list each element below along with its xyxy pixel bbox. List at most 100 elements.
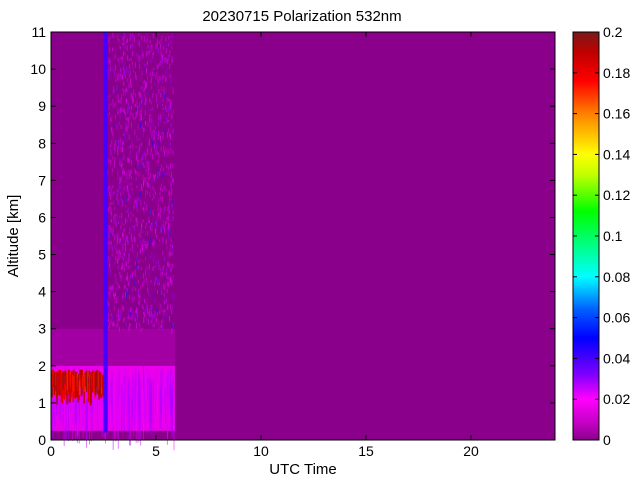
heatmap-cell [160,43,162,50]
heatmap-cell [109,287,111,291]
heatmap-cell [129,195,131,199]
x-axis-label: UTC Time [269,461,337,478]
heatmap-cell [111,66,113,72]
heatmap-cell [131,373,133,400]
heatmap-cell [152,93,154,99]
heatmap-cell [159,387,161,428]
heatmap-cell [166,67,168,72]
heatmap-cell [149,294,151,297]
heatmap-cell [172,163,174,168]
heatmap-cell [114,147,115,151]
heatmap-cell [135,75,137,81]
heatmap-cell [133,117,135,120]
heatmap-cell [162,250,164,256]
heatmap-cell [156,221,158,228]
heatmap-cell [114,149,116,154]
heatmap-cell [132,286,134,292]
x-tick-label: 5 [152,443,160,459]
heatmap-cell [156,160,158,163]
heatmap-cell [149,138,150,141]
heatmap-cell [171,171,172,177]
heatmap-cell [136,206,138,213]
heatmap-cell [128,252,130,256]
heatmap-cell [126,98,127,104]
heatmap-cell [119,215,121,218]
heatmap-cell [167,216,169,222]
heatmap-cell [149,50,151,53]
heatmap-cell [128,134,130,140]
heatmap-cell [112,232,114,236]
heatmap-cell [144,299,145,303]
heatmap-cell [115,277,117,282]
heatmap-cell [110,207,112,213]
heatmap-cell [108,208,110,213]
heatmap-cell [132,113,134,119]
heatmap-cell [150,173,152,178]
heatmap-cell [131,106,133,110]
heatmap-cell [139,92,141,97]
heatmap-region [51,328,175,366]
heatmap-cell [172,389,173,438]
heatmap-cell [114,54,116,60]
heatmap-cell [139,56,141,62]
heatmap-cell [108,60,110,63]
heatmap-cell [125,291,127,298]
heatmap-cell [121,266,123,270]
heatmap-cell [169,270,171,273]
heatmap-cell [127,322,128,325]
heatmap-cell [164,57,166,63]
heatmap-cell [168,54,170,61]
heatmap-cell [169,251,171,257]
heatmap-cell [127,256,128,261]
heatmap-cell [72,386,74,441]
heatmap-cell [164,373,166,397]
heatmap-cell [168,133,170,138]
heatmap-cell [108,368,110,424]
heatmap-cell [164,128,166,134]
heatmap-cell [140,103,142,108]
heatmap-cell [141,304,143,308]
heatmap-cell [160,77,162,82]
heatmap-cell [145,222,147,226]
heatmap-cell [147,146,149,152]
heatmap-cell [117,265,119,270]
heatmap-cell [148,311,150,315]
heatmap-cell [168,282,170,288]
heatmap-cell [120,146,122,152]
heatmap-cell [116,248,118,253]
heatmap-cell [172,150,174,156]
heatmap-cell [108,226,110,231]
heatmap-cell [169,247,170,253]
heatmap-cell [151,46,153,52]
heatmap-cell [154,287,156,291]
heatmap-cell [108,224,110,230]
heatmap-cell [164,93,165,98]
heatmap-cell [134,223,136,227]
heatmap-cell [154,281,156,286]
heatmap-cell [121,219,123,225]
heatmap-cell [134,129,136,136]
heatmap-cell [134,315,136,322]
heatmap-cell [172,251,174,257]
heatmap-cell [123,286,125,290]
heatmap-cell [126,288,128,292]
heatmap-cell [144,63,146,67]
heatmap-cell [145,194,146,199]
heatmap-cell [127,185,129,189]
heatmap-cell [168,203,170,208]
heatmap-cell [150,390,152,435]
heatmap-cell [166,268,167,272]
heatmap-cell [134,225,135,231]
heatmap-cell [130,84,132,88]
heatmap-cell [125,371,127,416]
heatmap-cell [130,308,131,313]
heatmap-cell [111,228,113,234]
heatmap-cell [132,65,134,69]
heatmap-cell [109,295,111,299]
heatmap-cell [169,63,171,69]
heatmap-cell [123,228,125,233]
colorbar-tick-label: 0.02 [603,391,630,407]
heatmap-cell [121,169,123,176]
heatmap-cell [170,282,172,287]
heatmap-cell [134,117,136,120]
